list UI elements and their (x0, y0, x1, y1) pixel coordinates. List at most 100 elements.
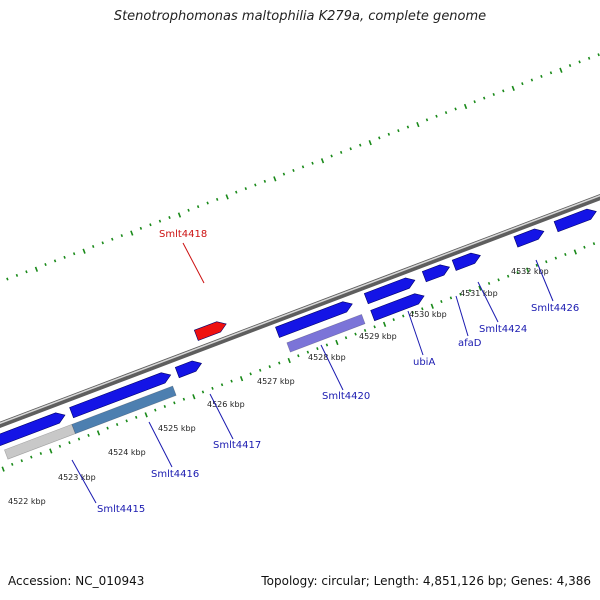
outer-scale-tick (540, 74, 543, 78)
gene-smlt4416 (69, 372, 172, 419)
scale-label: 4530 kbp (409, 310, 447, 319)
inner-scale-tick (363, 328, 367, 332)
gene-smlt4424 (451, 252, 481, 271)
outer-scale-tick (187, 208, 190, 212)
inner-scale-tick (39, 451, 43, 455)
outer-scale-tick (587, 56, 591, 60)
outer-scale-tick (72, 252, 76, 256)
gene-label-leader (407, 310, 424, 356)
outer-scale-tick (101, 241, 104, 245)
gene-label-leader (209, 393, 234, 440)
inner-scale-tick (382, 321, 387, 327)
gene-label-leader (71, 459, 97, 504)
outer-scale-tick (568, 64, 572, 68)
inner-scale-tick (115, 423, 119, 427)
outer-scale-tick (263, 179, 267, 183)
inner-scale-tick (249, 372, 252, 376)
inner-scale-tick (30, 455, 33, 459)
inner-scale-tick (163, 404, 167, 408)
inner-scale-tick (592, 242, 596, 246)
genome-backbone-highlight (0, 194, 600, 425)
inner-scale-tick (106, 426, 109, 430)
inner-scale-tick (68, 441, 71, 445)
inner-scale-tick (583, 245, 586, 249)
gene-ubia (370, 293, 425, 322)
outer-scale-tick (397, 129, 400, 133)
inner-scale-tick (77, 437, 81, 441)
inner-scale-tick (516, 271, 519, 275)
scale-label: 4532 kbp (511, 267, 549, 276)
inner-scale-tick (325, 343, 329, 347)
scale-label: 4525 kbp (158, 424, 196, 433)
inner-scale-tick (258, 368, 262, 372)
gene-smlt4419 (275, 301, 353, 338)
inner-scale-tick (278, 361, 281, 365)
outer-scale-tick (549, 71, 553, 75)
inner-scale-tick (239, 376, 244, 382)
gene-label: ubiA (413, 357, 435, 368)
inner-scale-tick (564, 252, 567, 256)
outer-scale-tick (273, 176, 277, 182)
outer-scale-tick (158, 219, 162, 223)
outer-scale-tick (359, 143, 362, 147)
inner-scale-tick (96, 430, 101, 436)
inner-scale-tick (459, 292, 462, 296)
outer-scale-tick (63, 255, 66, 259)
gene-label-leader (535, 259, 554, 302)
inner-scale-tick (230, 379, 233, 383)
outer-scale-tick (378, 136, 381, 140)
outer-scale-tick (463, 103, 468, 110)
gene-label-leader (477, 281, 499, 323)
inner-scale-tick (506, 274, 510, 278)
accession-label: Accession: NC_010943 (8, 574, 145, 588)
inner-scale-tick (182, 397, 186, 401)
gene-smlt4421 (363, 277, 416, 305)
outer-scale-tick (53, 259, 57, 263)
scale-label: 4531 kbp (460, 289, 498, 298)
gene-label: afaD (458, 338, 482, 349)
inner-scale-tick (87, 433, 90, 437)
gene-label: Smlt4420 (322, 391, 370, 402)
outer-scale-tick (177, 212, 182, 218)
inner-scale-tick (20, 459, 23, 463)
outer-scale-tick (254, 183, 257, 187)
inner-scale-tick (173, 401, 176, 405)
lane-purple-bar (286, 314, 366, 353)
outer-scale-tick (330, 154, 333, 158)
inner-scale-tick (154, 408, 157, 412)
outer-scale-tick (320, 158, 325, 164)
inner-scale-tick (11, 462, 14, 466)
outer-scale-tick (130, 230, 134, 236)
outer-scale-tick (6, 277, 9, 281)
outer-scale-tick (473, 100, 476, 104)
gene-smlt4423 (421, 264, 450, 283)
inner-scale-tick (487, 281, 491, 285)
inner-scale-tick (1, 466, 5, 472)
lane-grey-bar (4, 424, 76, 460)
inner-scale-tick (144, 412, 148, 418)
gene-label: Smlt4415 (97, 504, 145, 515)
outer-scale-tick (454, 107, 457, 111)
outer-scale-tick (282, 172, 286, 176)
topology-label: Topology: circular; Length: 4,851,126 bp… (261, 574, 591, 588)
inner-scale-tick (497, 278, 500, 282)
outer-scale-tick (311, 161, 314, 165)
outer-scale-tick (492, 92, 495, 96)
gene-smlt4417 (174, 360, 202, 379)
inner-scale-tick (554, 256, 558, 260)
outer-scale-tick (292, 168, 295, 172)
outer-scale-tick (578, 60, 581, 64)
outer-scale-tick (139, 226, 143, 230)
inner-scale-tick (478, 285, 482, 291)
inner-scale-tick (135, 415, 138, 419)
inner-scale-tick (545, 260, 548, 264)
scale-label: 4526 kbp (207, 400, 245, 409)
outer-scale-tick (44, 263, 47, 267)
inner-scale-tick (430, 303, 434, 309)
outer-scale-tick (597, 53, 600, 57)
inner-scale-tick (535, 263, 538, 267)
gene-label: Smlt4418 (159, 229, 207, 240)
inner-scale-tick (411, 310, 414, 314)
genome-title: Stenotrophomonas maltophilia K279a, comp… (113, 9, 487, 24)
